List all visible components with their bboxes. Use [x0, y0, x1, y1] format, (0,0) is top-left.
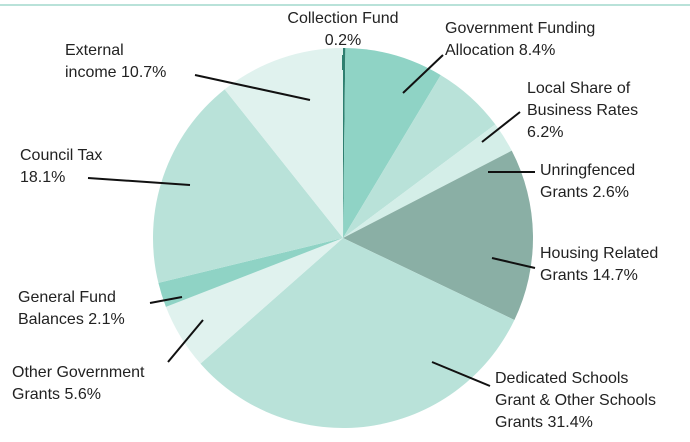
category-name: Council Tax — [20, 147, 103, 164]
pie-slice — [343, 48, 441, 239]
category-name: Local Share of Business Rates — [527, 80, 639, 119]
slice-label: Local Share of Business Rates 6.2% — [527, 78, 667, 144]
category-name: Other Government Grants — [12, 364, 145, 403]
leader-line — [491, 257, 536, 269]
value-label: 10.7% — [121, 64, 167, 81]
pie-slice — [165, 238, 343, 364]
pie-slice — [343, 150, 533, 320]
value-label: 8.4% — [518, 42, 556, 59]
value-label: 14.7% — [592, 267, 638, 284]
category-name: External income — [65, 42, 124, 81]
leader-line — [149, 296, 183, 304]
category-name: Housing Related Grants — [540, 245, 659, 284]
value-label: 2.6% — [592, 184, 629, 201]
leader-line — [402, 54, 444, 94]
pie-slice — [158, 238, 343, 307]
leader-line — [481, 111, 521, 143]
category-name: General Fund Balances — [18, 289, 116, 328]
value-label: 0.2% — [324, 32, 362, 49]
value-label: 2.1% — [88, 311, 125, 328]
slice-label: Government Funding Allocation 8.4% — [445, 18, 620, 62]
slice-label: General Fund Balances 2.1% — [18, 287, 158, 331]
pie-slice — [200, 238, 515, 428]
category-name: Unringfenced Grants — [540, 162, 636, 201]
slice-label: Other Government Grants 5.6% — [12, 362, 187, 406]
value-label: 18.1% — [20, 169, 66, 186]
value-label: 5.6% — [64, 386, 101, 403]
pie-slice — [343, 75, 496, 238]
leader-line — [194, 74, 311, 101]
value-label: 6.2% — [527, 124, 564, 141]
category-name: Dedicated Schools Grant & Other Schools … — [495, 370, 656, 431]
pie-slice — [343, 48, 346, 238]
category-name: Collection Fund — [287, 10, 399, 27]
leader-line — [167, 319, 204, 363]
pie-slice — [153, 89, 343, 283]
slice-label: Collection Fund 0.2% — [278, 8, 408, 52]
slice-label: External income 10.7% — [65, 40, 173, 84]
slice-label: Unringfenced Grants 2.6% — [540, 160, 655, 204]
value-label: 31.4% — [547, 414, 593, 431]
slice-label: Housing Related Grants 14.7% — [540, 243, 680, 287]
pie-slice — [224, 48, 343, 238]
leader-line — [431, 361, 491, 387]
category-name: Government Funding Allocation — [445, 20, 596, 59]
leader-line — [87, 177, 191, 186]
slice-label: Dedicated Schools Grant & Other Schools … — [495, 368, 670, 434]
pie-slice — [343, 124, 512, 238]
slice-label: Council Tax 18.1% — [20, 145, 115, 189]
